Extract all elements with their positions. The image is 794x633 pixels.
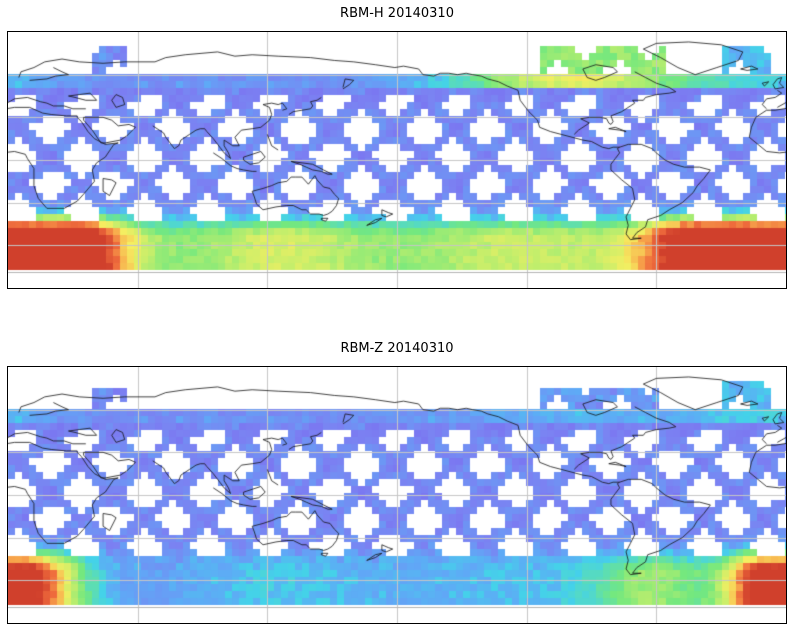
map-panel-rbm-z (7, 366, 787, 624)
map-panel-rbm-h (7, 31, 787, 289)
map-canvas-rbm-z (8, 367, 786, 623)
panel-title-rbm-z: RBM-Z 20140310 (340, 341, 454, 356)
map-canvas-rbm-h (8, 32, 786, 288)
panel-title-rbm-h: RBM-H 20140310 (340, 6, 454, 21)
